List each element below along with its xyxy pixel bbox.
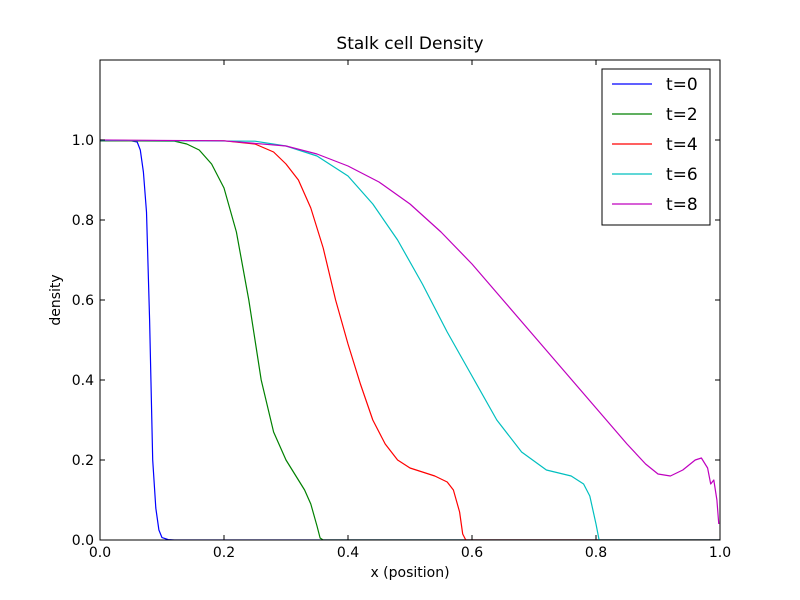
y-tick-label: 0.4 <box>72 373 94 389</box>
legend-label: t=2 <box>666 105 698 125</box>
legend: t=0 t=2 t=4 t=6 t=8 <box>601 68 711 226</box>
chart-title: Stalk cell Density <box>336 34 483 54</box>
legend-box <box>601 68 711 226</box>
y-tick-label: 0.6 <box>72 293 94 309</box>
legend-label: t=6 <box>666 165 698 185</box>
y-tick-label: 0.0 <box>72 533 94 549</box>
series-line-t6 <box>100 139 720 540</box>
series-line-t0 <box>100 140 720 540</box>
x-tick-label: 0.6 <box>461 545 483 561</box>
x-tick-label: 1.0 <box>709 545 731 561</box>
x-tick-label: 0.4 <box>337 545 359 561</box>
axis-ticks: 0.0 0.2 0.4 0.6 0.8 1.0 0.0 0.2 0.4 0.6 0.8 1.0 <box>72 60 731 561</box>
legend-label: t=4 <box>666 135 698 155</box>
y-tick-label: 1.0 <box>72 133 94 149</box>
y-tick-label: 0.2 <box>72 453 94 469</box>
series-line-t8 <box>100 139 720 525</box>
x-tick-label: 0.0 <box>89 545 111 561</box>
plot-area <box>100 139 720 540</box>
x-tick-label: 0.8 <box>585 545 607 561</box>
x-tick-label: 0.2 <box>213 545 235 561</box>
y-axis-label: density <box>48 274 64 325</box>
series-line-t4 <box>100 139 720 540</box>
x-axis-label: x (position) <box>370 565 449 581</box>
legend-label: t=0 <box>666 75 698 95</box>
legend-label: t=8 <box>666 195 698 215</box>
series-line-t2 <box>100 140 720 540</box>
y-tick-label: 0.8 <box>72 213 94 229</box>
